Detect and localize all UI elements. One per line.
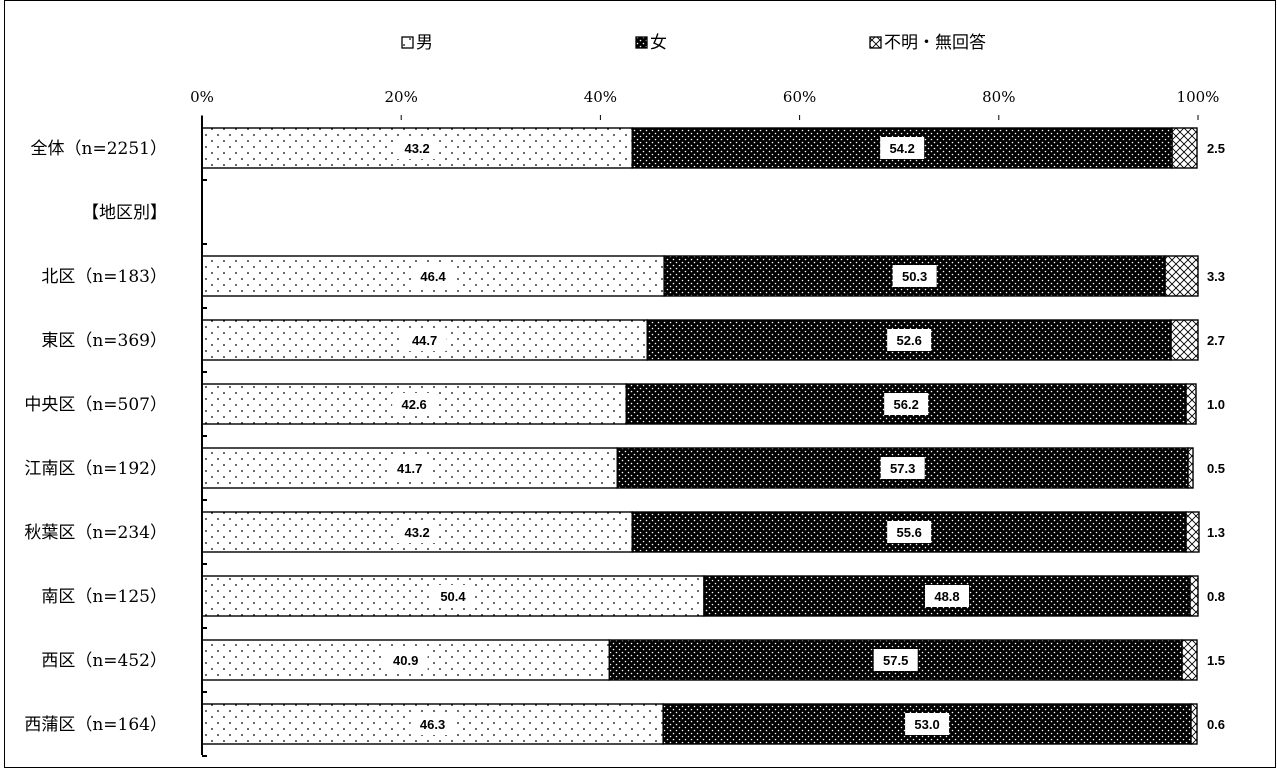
value-label-bg bbox=[395, 521, 440, 543]
category-label: 西蒲区（n=164） bbox=[24, 715, 167, 735]
bar-segment-3 bbox=[1189, 575, 1199, 617]
value-label-bg bbox=[392, 393, 437, 415]
value-label-1: 44.7 bbox=[412, 333, 437, 348]
x-tick-label: 80% bbox=[982, 88, 1015, 106]
bar-segment-3 bbox=[1164, 255, 1199, 297]
value-label-3: 1.3 bbox=[1207, 525, 1225, 540]
value-label-3: 2.5 bbox=[1207, 141, 1225, 156]
value-label-2: 56.2 bbox=[894, 397, 919, 412]
category-label: 江南区（n=192） bbox=[24, 459, 167, 479]
x-tick-label: 60% bbox=[783, 88, 816, 106]
bar-segment-3 bbox=[1171, 127, 1198, 169]
value-label-bg bbox=[410, 713, 455, 735]
value-label-3: 0.5 bbox=[1207, 461, 1225, 476]
value-label-bg bbox=[430, 585, 475, 607]
value-label-1: 43.2 bbox=[404, 141, 429, 156]
x-tick-label: 0% bbox=[190, 88, 214, 106]
bar-segment-3 bbox=[1185, 383, 1197, 425]
value-label-3: 0.6 bbox=[1207, 717, 1225, 732]
legend-label-3: 不明・無回答 bbox=[884, 33, 986, 53]
value-label-3: 2.7 bbox=[1207, 333, 1225, 348]
category-label: 西区（n=452） bbox=[41, 651, 167, 671]
value-label-2: 53.0 bbox=[914, 717, 939, 732]
value-label-1: 50.4 bbox=[440, 589, 466, 604]
value-label-bg bbox=[880, 137, 925, 159]
value-label-1: 40.9 bbox=[393, 653, 418, 668]
value-label-2: 57.5 bbox=[883, 653, 908, 668]
value-label-2: 54.2 bbox=[890, 141, 915, 156]
value-label-bg bbox=[887, 521, 932, 543]
category-label: 秋葉区（n=234） bbox=[24, 523, 167, 543]
bar-segment-1 bbox=[201, 511, 633, 553]
bar-segment-3 bbox=[1170, 319, 1199, 361]
value-label-bg bbox=[383, 649, 428, 671]
value-label-bg bbox=[395, 137, 440, 159]
value-label-bg bbox=[887, 329, 932, 351]
value-label-1: 41.7 bbox=[397, 461, 422, 476]
bar-segment-3 bbox=[1187, 447, 1194, 489]
value-label-1: 46.3 bbox=[420, 717, 445, 732]
value-label-3: 1.0 bbox=[1207, 397, 1225, 412]
group-header-label: 【地区別】 bbox=[82, 203, 167, 223]
legend-swatch-3 bbox=[869, 36, 882, 49]
legend-swatch-1 bbox=[401, 36, 414, 49]
value-label-bg bbox=[873, 649, 918, 671]
category-label: 全体（n=2251） bbox=[31, 139, 167, 159]
value-label-3: 1.5 bbox=[1207, 653, 1225, 668]
value-label-2: 55.6 bbox=[897, 525, 922, 540]
x-tick-label: 20% bbox=[385, 88, 418, 106]
bar-segment-3 bbox=[1190, 703, 1198, 745]
x-tick-label: 40% bbox=[584, 88, 617, 106]
value-label-1: 42.6 bbox=[401, 397, 426, 412]
value-label-bg bbox=[892, 265, 937, 287]
value-label-2: 57.3 bbox=[890, 461, 915, 476]
category-label: 東区（n=369） bbox=[41, 331, 167, 351]
bar-segment-3 bbox=[1185, 511, 1200, 553]
value-label-2: 50.3 bbox=[902, 269, 927, 284]
value-label-1: 43.2 bbox=[404, 525, 429, 540]
legend-swatch-2 bbox=[635, 36, 648, 49]
category-label: 南区（n=125） bbox=[41, 587, 167, 607]
value-label-bg bbox=[387, 457, 432, 479]
value-label-2: 48.8 bbox=[934, 589, 959, 604]
legend-label-1: 男 bbox=[416, 33, 433, 53]
bar-segment-3 bbox=[1181, 639, 1198, 681]
category-label: 中央区（n=507） bbox=[24, 395, 167, 415]
value-label-1: 46.4 bbox=[420, 269, 446, 284]
value-label-3: 3.3 bbox=[1207, 269, 1225, 284]
value-label-bg bbox=[925, 585, 970, 607]
value-label-bg bbox=[905, 713, 950, 735]
value-label-2: 52.6 bbox=[897, 333, 922, 348]
value-label-3: 0.8 bbox=[1207, 589, 1225, 604]
x-tick-label: 100% bbox=[1177, 88, 1220, 106]
value-label-bg bbox=[884, 393, 929, 415]
value-label-bg bbox=[880, 457, 925, 479]
category-label: 北区（n=183） bbox=[41, 267, 167, 287]
value-label-bg bbox=[402, 329, 447, 351]
value-label-bg bbox=[411, 265, 456, 287]
legend-label-2: 女 bbox=[650, 33, 667, 53]
